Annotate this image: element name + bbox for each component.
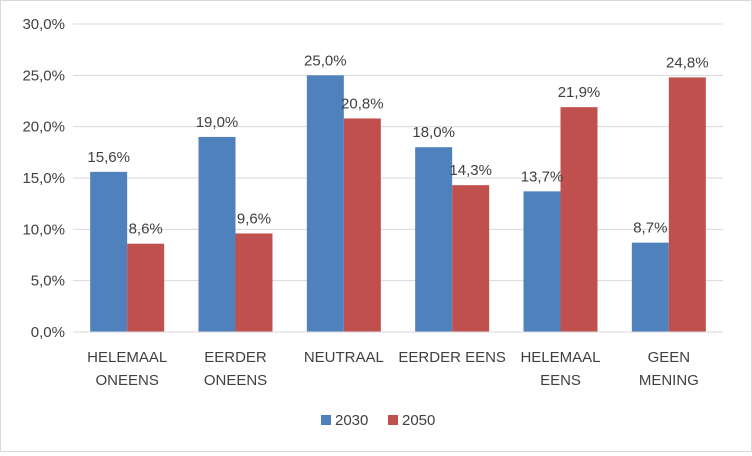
bar-2030 (523, 191, 561, 332)
legend-swatch-2030 (321, 415, 331, 425)
category-label: EERDER (204, 349, 267, 366)
bar-2030 (631, 242, 669, 332)
category-label: GEEN (648, 349, 691, 366)
data-label: 20,8% (341, 95, 384, 112)
data-label: 15,6% (87, 149, 130, 166)
data-label: 19,0% (196, 114, 239, 131)
category-label: ONEENS (204, 372, 267, 389)
data-label: 9,6% (237, 210, 271, 227)
category-label: NEUTRAAL (304, 349, 384, 366)
bar-2030 (306, 75, 344, 332)
bar-2030 (198, 136, 236, 332)
category-label: ONEENS (95, 372, 158, 389)
y-axis-tick-labels: 0,0% 5,0% 10,0% 15,0% 20,0% 25,0% 30,0% (22, 16, 65, 341)
legend-label: 2050 (402, 412, 435, 429)
category-label: HELEMAAL (520, 349, 600, 366)
gridlines (73, 23, 723, 282)
data-label: 13,7% (521, 168, 564, 185)
bar-2050 (235, 233, 273, 332)
data-label: 8,7% (633, 220, 667, 237)
bar-2050 (452, 185, 490, 332)
data-label: 24,8% (666, 54, 709, 71)
bar-2030 (90, 171, 128, 332)
bar-2050 (343, 118, 381, 332)
bar-2050 (127, 243, 165, 332)
bars (90, 75, 706, 333)
category-label: MENING (639, 372, 699, 389)
data-label: 8,6% (129, 221, 163, 238)
data-label: 18,0% (412, 124, 455, 141)
bar-2050 (668, 77, 706, 333)
data-label: 21,9% (558, 84, 601, 101)
y-tick-label: 30,0% (22, 16, 65, 33)
data-label: 25,0% (304, 52, 347, 69)
category-label: EENS (540, 372, 581, 389)
bar-2050 (560, 107, 598, 332)
y-tick-label: 25,0% (22, 67, 65, 84)
y-tick-label: 5,0% (31, 273, 65, 290)
legend: 2030 2050 (321, 412, 435, 429)
legend-label: 2030 (335, 412, 368, 429)
legend-swatch-2050 (388, 415, 398, 425)
category-labels: HELEMAAL ONEENS EERDER ONEENS NEUTRAAL EERDER… (87, 349, 699, 389)
y-tick-label: 20,0% (22, 119, 65, 136)
data-labels: 15,6% 8,6% 19,0% 9,6% 25,0% 20,8% 18,0% 14,3% 13… (87, 52, 708, 237)
data-label: 14,3% (449, 162, 492, 179)
y-tick-label: 10,0% (22, 221, 65, 238)
category-label: EERDER EENS (398, 349, 506, 366)
y-tick-label: 15,0% (22, 170, 65, 187)
category-label: HELEMAAL (87, 349, 167, 366)
bar-2030 (415, 147, 453, 332)
y-tick-label: 0,0% (31, 324, 65, 341)
